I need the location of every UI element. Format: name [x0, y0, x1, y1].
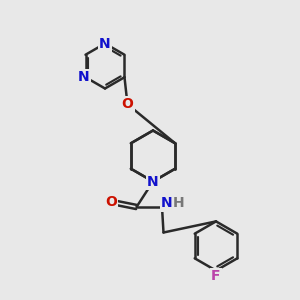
Text: N: N [99, 37, 111, 50]
Text: N: N [161, 196, 172, 210]
Text: N: N [78, 70, 90, 84]
Text: O: O [122, 97, 134, 111]
Text: H: H [173, 196, 184, 210]
Text: O: O [105, 196, 117, 209]
Text: N: N [147, 175, 159, 188]
Text: F: F [211, 269, 221, 283]
